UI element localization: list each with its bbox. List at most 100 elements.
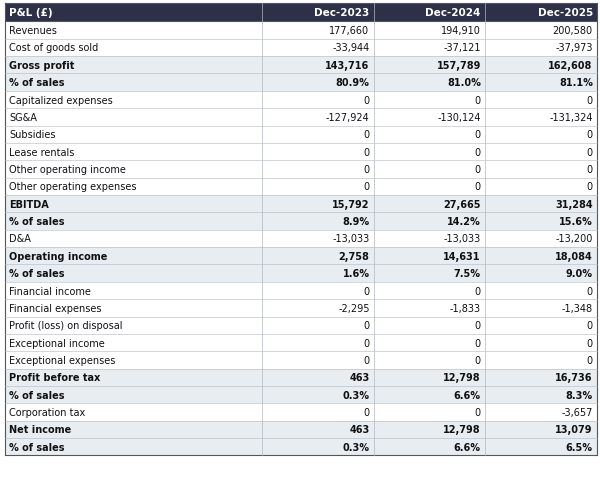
Bar [485, 4, 597, 22]
Bar [5, 144, 597, 161]
Text: 0: 0 [475, 407, 481, 417]
Text: 12,798: 12,798 [443, 372, 481, 383]
Text: P&L (£): P&L (£) [9, 8, 53, 18]
Bar [5, 300, 597, 317]
Text: 81.0%: 81.0% [447, 78, 481, 88]
Text: 2,758: 2,758 [338, 251, 370, 261]
Text: -130,124: -130,124 [437, 113, 481, 122]
Text: 0: 0 [475, 130, 481, 140]
Text: Other operating income: Other operating income [9, 165, 126, 175]
Bar [5, 213, 597, 230]
Text: -2,295: -2,295 [338, 303, 370, 313]
Bar [5, 334, 597, 351]
Bar [5, 126, 597, 144]
Text: Gross profit: Gross profit [9, 60, 74, 71]
Text: Dec-2025: Dec-2025 [538, 8, 593, 18]
Bar [5, 421, 597, 438]
Bar [5, 317, 597, 334]
Text: -37,973: -37,973 [556, 43, 593, 53]
Text: 7.5%: 7.5% [454, 269, 481, 278]
Text: 0: 0 [364, 407, 370, 417]
Text: Lease rentals: Lease rentals [9, 147, 74, 157]
Bar [5, 230, 597, 248]
Text: -3,657: -3,657 [562, 407, 593, 417]
Text: 14,631: 14,631 [443, 251, 481, 261]
Text: 6.6%: 6.6% [454, 442, 481, 452]
Text: 0: 0 [475, 286, 481, 296]
Text: 31,284: 31,284 [555, 199, 593, 209]
Text: 0: 0 [587, 165, 593, 175]
Text: Dec-2023: Dec-2023 [314, 8, 370, 18]
Bar [5, 248, 597, 265]
Text: 0: 0 [587, 321, 593, 331]
Text: 0: 0 [587, 130, 593, 140]
Bar [5, 109, 597, 126]
Text: 0.3%: 0.3% [343, 390, 370, 400]
Text: 0: 0 [587, 286, 593, 296]
Text: 0: 0 [475, 96, 481, 105]
Text: 463: 463 [349, 424, 370, 434]
Text: 16,736: 16,736 [556, 372, 593, 383]
Bar [5, 4, 262, 22]
Text: Subsidies: Subsidies [9, 130, 56, 140]
Text: -13,200: -13,200 [556, 234, 593, 244]
Text: Exceptional income: Exceptional income [9, 338, 105, 348]
Bar [262, 4, 374, 22]
Text: 143,716: 143,716 [325, 60, 370, 71]
Text: 8.9%: 8.9% [343, 216, 370, 227]
Text: 162,608: 162,608 [548, 60, 593, 71]
Text: 0: 0 [475, 147, 481, 157]
Text: Financial expenses: Financial expenses [9, 303, 101, 313]
Text: % of sales: % of sales [9, 442, 65, 452]
Text: SG&A: SG&A [9, 113, 37, 122]
Text: 0: 0 [587, 147, 593, 157]
Text: Corporation tax: Corporation tax [9, 407, 85, 417]
Text: 0: 0 [587, 182, 593, 192]
Text: 6.6%: 6.6% [454, 390, 481, 400]
Bar [5, 57, 597, 74]
Text: 0: 0 [364, 286, 370, 296]
Text: 0: 0 [475, 338, 481, 348]
Text: -131,324: -131,324 [550, 113, 593, 122]
Text: 0: 0 [364, 96, 370, 105]
Text: 0: 0 [475, 165, 481, 175]
Text: 18,084: 18,084 [555, 251, 593, 261]
Text: Profit (loss) on disposal: Profit (loss) on disposal [9, 321, 122, 331]
Text: % of sales: % of sales [9, 390, 65, 400]
Text: 0: 0 [364, 130, 370, 140]
Bar [5, 369, 597, 386]
Text: 194,910: 194,910 [441, 26, 481, 36]
Text: % of sales: % of sales [9, 216, 65, 227]
Text: -1,833: -1,833 [450, 303, 481, 313]
Text: 80.9%: 80.9% [335, 78, 370, 88]
Text: 0: 0 [364, 355, 370, 365]
Text: -127,924: -127,924 [326, 113, 370, 122]
Text: D&A: D&A [9, 234, 31, 244]
Text: 0: 0 [475, 355, 481, 365]
Text: EBITDA: EBITDA [9, 199, 49, 209]
Text: 0: 0 [364, 182, 370, 192]
Bar [5, 22, 597, 40]
Text: 157,789: 157,789 [436, 60, 481, 71]
Text: Exceptional expenses: Exceptional expenses [9, 355, 115, 365]
Text: Cost of goods sold: Cost of goods sold [9, 43, 98, 53]
Text: -1,348: -1,348 [562, 303, 593, 313]
Text: % of sales: % of sales [9, 78, 65, 88]
Text: Dec-2024: Dec-2024 [425, 8, 481, 18]
Text: % of sales: % of sales [9, 269, 65, 278]
Bar [5, 386, 597, 404]
Bar [374, 4, 485, 22]
Bar [5, 40, 597, 57]
Text: 0: 0 [587, 355, 593, 365]
Text: Financial income: Financial income [9, 286, 91, 296]
Text: -33,944: -33,944 [332, 43, 370, 53]
Text: 6.5%: 6.5% [566, 442, 593, 452]
Text: 14.2%: 14.2% [447, 216, 481, 227]
Text: 27,665: 27,665 [443, 199, 481, 209]
Bar [5, 92, 597, 109]
Text: 0: 0 [587, 96, 593, 105]
Text: -13,033: -13,033 [443, 234, 481, 244]
Text: 15,792: 15,792 [332, 199, 370, 209]
Text: Other operating expenses: Other operating expenses [9, 182, 137, 192]
Bar [5, 282, 597, 300]
